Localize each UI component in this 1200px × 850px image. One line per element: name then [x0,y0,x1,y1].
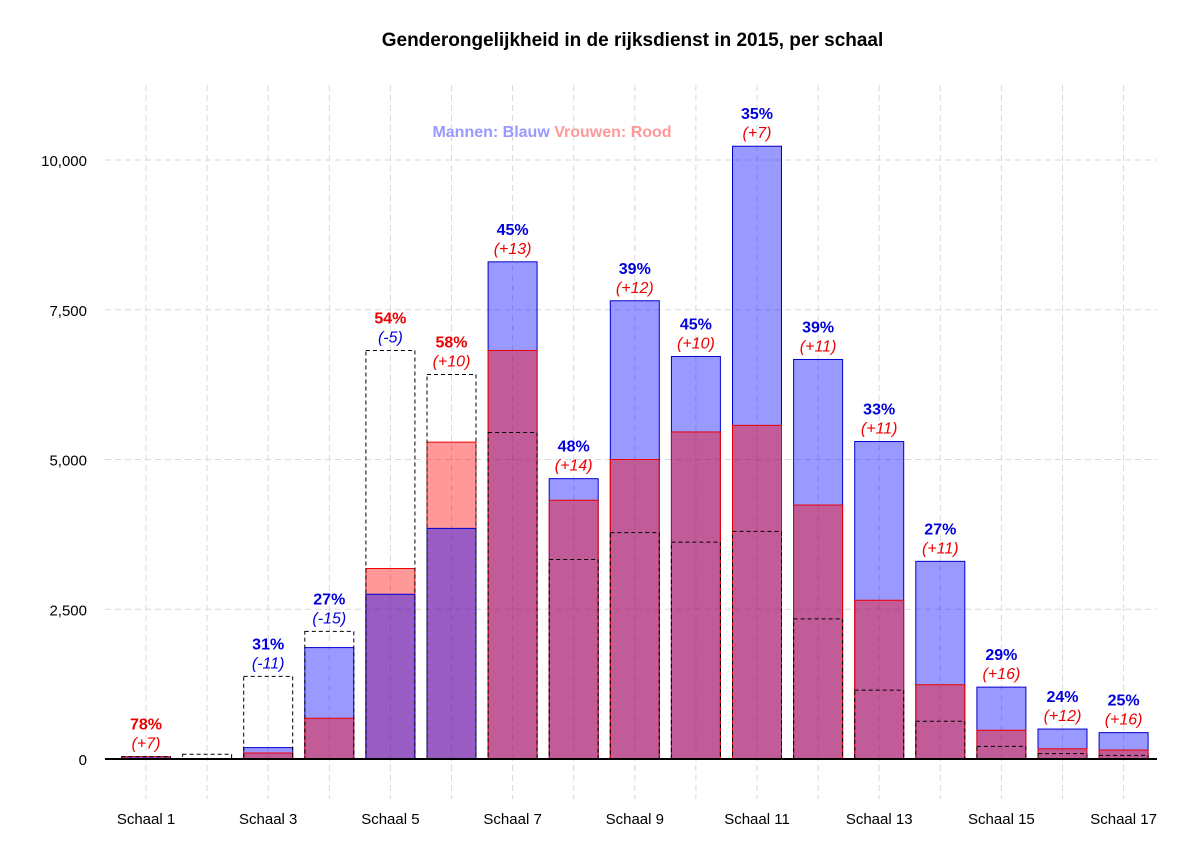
bar-vrouwen [609,459,660,760]
annotation-percentage: 78% [130,717,162,734]
bar-vrouwen [304,717,355,760]
annotation-percentage: 35% [741,106,773,123]
bar-vorig-jaar [304,630,355,760]
annotation-difference: (+10) [433,353,471,370]
annotation-percentage: 48% [558,439,590,456]
annotation-difference: (+11) [861,421,898,438]
annotation-percentage: 24% [1046,689,1078,706]
annotation-difference: (+10) [677,335,715,352]
annotation-difference: (+12) [1044,708,1082,725]
annotation-difference: (-5) [378,329,403,346]
y-axis: 0 2,500 5,000 7,500 10,000 [41,153,87,769]
bar-vorig-jaar [915,720,966,760]
bar-mannen [609,300,660,760]
annotation-percentage: 45% [680,316,712,333]
x-tick-label: Schaal 11 [724,811,790,828]
x-axis: Schaal 1 Schaal 3 Schaal 5 Schaal 7 Schaal 9… [105,758,1157,828]
bar-vrouwen [732,424,782,760]
annotation-difference: (-11) [252,655,285,672]
x-tick-label: Schaal 17 [1090,811,1157,828]
bar-vorig-jaar [548,559,599,760]
annotation-difference: (+11) [922,540,959,557]
x-tick-label: Schaal 13 [846,811,913,828]
annotation-percentage: 45% [497,222,529,239]
x-tick-label: Schaal 3 [239,811,297,828]
y-tick-label: 5,000 [49,453,87,470]
bar-vrouwen [793,504,844,760]
annotation-difference: (+13) [494,241,532,258]
annotation-difference: (+11) [800,338,837,355]
annotation-difference: (+7) [743,125,772,142]
bar-annotations: 78% (+7) 31% (-11) 27% (-15) 54% (-5) 58% (+10) 45… [130,106,1143,752]
bar-vrouwen [976,729,1027,760]
annotation-percentage: 25% [1108,693,1140,710]
annotation-percentage: 39% [619,261,651,278]
bar-vrouwen [487,349,538,760]
bar-vrouwen [1098,749,1149,760]
annotation-percentage: 58% [435,334,467,351]
y-tick-label: 2,500 [49,602,87,619]
legend-women: Vrouwen: Rood [554,124,671,141]
bar-vrouwen [854,599,905,760]
bar-vrouwen [915,684,966,760]
annotation-difference: (+16) [1105,712,1143,729]
annotation-difference: (-15) [312,610,346,627]
x-tick-label: Schaal 15 [968,811,1035,828]
x-tick-label: Schaal 5 [361,811,419,828]
annotation-percentage: 31% [252,636,284,653]
x-tick-label: Schaal 9 [606,811,664,828]
bar-vorig-jaar [365,349,416,760]
y-tick-label: 10,000 [41,153,87,170]
annotation-difference: (+7) [132,736,161,753]
bar-vorig-jaar [609,532,660,760]
annotation-difference: (+14) [555,458,593,475]
y-tick-label: 0 [79,752,87,769]
annotation-percentage: 27% [924,521,956,538]
bar-mannen [732,145,782,760]
bar-vrouwen [670,431,721,760]
annotation-percentage: 39% [802,319,834,336]
annotation-percentage: 54% [374,310,406,327]
bar-mannen [426,527,477,760]
bar-mannen [548,478,599,760]
annotation-percentage: 27% [313,591,345,608]
bar-vorig-jaar [121,756,171,760]
annotation-difference: (+16) [983,666,1021,683]
bar-mannen [793,358,844,760]
bar-mannen [670,355,721,760]
chart-title: Genderongelijkheid in de rijksdienst in … [381,30,884,51]
bar-mannen [976,686,1027,760]
x-tick-label: Schaal 1 [117,811,175,828]
bar-mannen [365,593,416,760]
bar-mannen [915,560,966,760]
legend-men: Mannen: Blauw [432,124,550,141]
x-tick-label: Schaal 7 [483,811,541,828]
bar-vrouwen [548,499,599,760]
annotation-percentage: 33% [863,402,895,419]
annotation-percentage: 29% [985,647,1017,664]
annotation-difference: (+12) [616,280,654,297]
legend: Mannen: Blauw Vrouwen: Rood [432,124,671,141]
y-tick-label: 7,500 [49,303,87,320]
